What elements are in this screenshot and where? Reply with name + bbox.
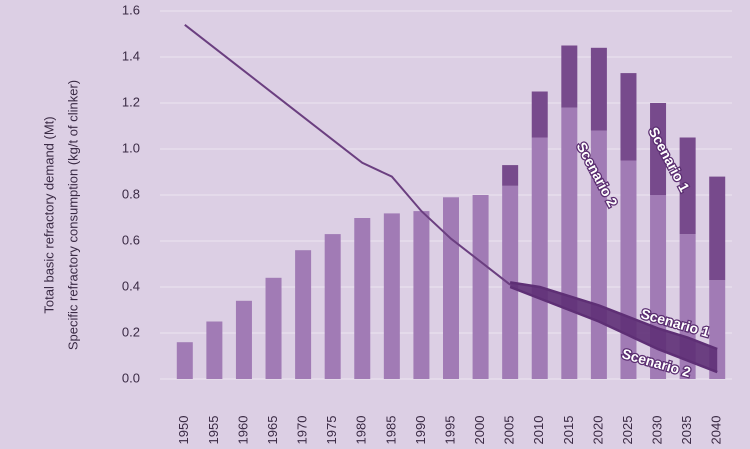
y-tick-label: 1.0 xyxy=(122,140,140,155)
x-tick-label: 2015 xyxy=(561,416,576,445)
bar-segment xyxy=(354,218,371,379)
bar-segment xyxy=(650,103,667,195)
bar-segment xyxy=(502,165,519,186)
x-tick-label: 2000 xyxy=(472,416,487,445)
bar-segment xyxy=(413,211,430,379)
x-tick-label: 1970 xyxy=(295,416,310,445)
y-tick-label: 0.6 xyxy=(122,232,140,247)
y-axis-title: Total basic refractory demand (Mt) xyxy=(41,116,56,313)
y-tick-label: 0.8 xyxy=(122,186,140,201)
x-tick-label: 1995 xyxy=(442,416,457,445)
x-tick-label: 1990 xyxy=(413,416,428,445)
x-tick-label: 1965 xyxy=(265,416,280,445)
bar-segment xyxy=(443,197,459,379)
bar-segment xyxy=(531,137,548,379)
y-tick-label: 0.2 xyxy=(122,324,140,339)
line xyxy=(509,285,718,374)
bar-segment xyxy=(679,137,696,235)
x-tick-label: 1975 xyxy=(324,416,339,445)
x-tick-label: 2030 xyxy=(649,416,664,445)
x-tick-label: 1950 xyxy=(176,416,191,445)
bar-segment xyxy=(176,342,193,379)
y-tick-label: 0.0 xyxy=(122,370,140,385)
bar-segment xyxy=(235,300,252,379)
y-tick-label: 1.2 xyxy=(122,94,140,109)
bar-segment xyxy=(295,250,312,379)
bar-segment xyxy=(265,277,282,379)
bar-segment xyxy=(383,213,400,379)
x-tick-label: 2035 xyxy=(679,416,694,445)
bar-segment xyxy=(472,195,489,379)
line xyxy=(509,281,718,351)
bar-segment xyxy=(206,321,223,379)
x-tick-label: 1980 xyxy=(354,416,369,445)
x-tick-label: 2025 xyxy=(620,416,635,445)
x-tick-label: 1985 xyxy=(383,416,398,445)
bar-segment xyxy=(709,176,726,281)
y-tick-label: 0.4 xyxy=(122,278,140,293)
x-tick-label: 2010 xyxy=(531,416,546,445)
bar-segment xyxy=(590,47,607,131)
x-tick-label: 2005 xyxy=(502,416,517,445)
x-tick-label: 1960 xyxy=(235,416,250,445)
line xyxy=(184,24,511,286)
y-tick-label: 1.6 xyxy=(122,2,140,17)
y-tick-label: 1.4 xyxy=(122,48,140,63)
bar-segment xyxy=(561,45,578,108)
x-tick-label: 2020 xyxy=(590,416,605,445)
bar-segment xyxy=(324,234,341,379)
x-tick-label: 2040 xyxy=(709,416,724,445)
y-axis-title-2: Specific refractory consumption (kg/t of… xyxy=(65,80,80,350)
bar-segment xyxy=(531,91,548,138)
bar-segment xyxy=(620,73,637,161)
x-tick-label: 1955 xyxy=(206,416,221,445)
